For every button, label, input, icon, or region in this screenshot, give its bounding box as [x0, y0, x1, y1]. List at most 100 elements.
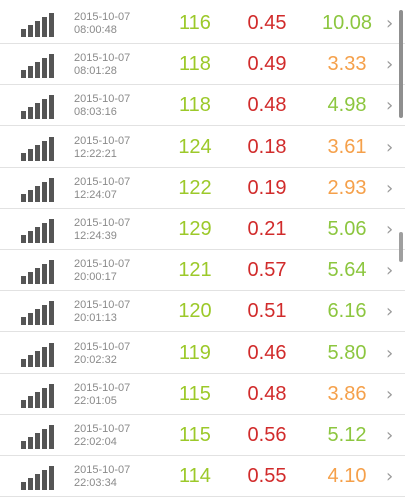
value-tertiary: 3.61	[327, 135, 367, 158]
value-tertiary: 6.16	[327, 300, 367, 323]
timestamp: 2015-10-07 12:22:21	[74, 135, 130, 161]
timestamp-date: 2015-10-07	[74, 340, 131, 353]
list-item[interactable]: 2015-10-07 22:01:05 115 0.48 3.86 ›	[0, 373, 405, 415]
list-item[interactable]: 2015-10-07 08:01:28 118 0.49 3.33 ›	[0, 44, 405, 86]
value-secondary: 0.21	[247, 218, 287, 240]
timestamp-date: 2015-10-07	[74, 423, 131, 435]
list-item[interactable]: 2015-10-07 08:03:16 118 0.48 4.98 ›	[0, 85, 405, 127]
timestamp-date: 2015-10-07	[74, 381, 131, 394]
timestamp: 2015-10-07 08:03:16	[74, 93, 130, 119]
value-tertiary: 5.06	[327, 218, 367, 240]
value-secondary: 0.48	[247, 382, 287, 405]
signal-bars-icon	[21, 54, 54, 79]
value-secondary: 0.49	[247, 53, 287, 76]
chevron-right-icon[interactable]: ›	[386, 54, 394, 76]
timestamp: 2015-10-07 12:24:07	[74, 176, 130, 202]
chevron-right-icon[interactable]: ›	[386, 177, 394, 199]
value-tertiary: 5.80	[327, 341, 367, 364]
list-item[interactable]: 2015-10-07 22:03:34 114 0.55 4.10 ›	[0, 456, 405, 498]
value-secondary: 0.51	[247, 300, 287, 323]
timestamp-time: 20:00:17	[74, 271, 117, 284]
value-primary: 122	[178, 176, 212, 199]
list-item[interactable]: 2015-10-07 08:00:48 116 0.45 10.08 ›	[0, 3, 405, 44]
timestamp-date: 2015-10-07	[74, 299, 131, 312]
timestamp-date: 2015-10-07	[74, 217, 131, 229]
timestamp-time: 08:01:28	[74, 65, 117, 78]
timestamp: 2015-10-07 20:01:13	[74, 299, 130, 325]
timestamp-time: 08:03:16	[74, 106, 117, 119]
value-tertiary: 4.10	[327, 465, 367, 488]
value-primary: 114	[179, 465, 211, 488]
signal-bars-icon	[21, 13, 54, 37]
value-tertiary: 2.93	[327, 176, 367, 199]
value-tertiary: 4.98	[327, 94, 367, 117]
chevron-right-icon[interactable]: ›	[386, 95, 394, 117]
value-secondary: 0.19	[247, 176, 287, 199]
chevron-right-icon[interactable]: ›	[386, 342, 394, 364]
value-secondary: 0.18	[247, 135, 287, 158]
chevron-right-icon[interactable]: ›	[386, 260, 394, 282]
timestamp-time: 20:01:13	[74, 312, 117, 325]
timestamp-time: 12:22:21	[74, 147, 117, 160]
value-primary: 120	[178, 300, 212, 323]
value-tertiary: 5.64	[327, 259, 367, 282]
chevron-right-icon[interactable]: ›	[386, 219, 394, 240]
chevron-right-icon[interactable]: ›	[386, 383, 394, 405]
list-item[interactable]: 2015-10-07 22:02:04 115 0.56 5.12 ›	[0, 415, 405, 456]
timestamp-time: 12:24:07	[74, 188, 117, 201]
timestamp-date: 2015-10-07	[74, 464, 131, 477]
list-item[interactable]: 2015-10-07 20:01:13 120 0.51 6.16 ›	[0, 291, 405, 333]
signal-bars-icon	[21, 466, 54, 491]
signal-bars-icon	[21, 177, 54, 202]
list-item[interactable]: 2015-10-07 12:22:21 124 0.18 3.61 ›	[0, 126, 405, 168]
list-item[interactable]: 2015-10-07 20:02:32 119 0.46 5.80 ›	[0, 332, 405, 374]
scrollbar[interactable]	[399, 10, 403, 118]
chevron-right-icon[interactable]: ›	[386, 425, 394, 446]
signal-bars-icon	[21, 342, 54, 367]
chevron-right-icon[interactable]: ›	[386, 136, 394, 158]
timestamp-date: 2015-10-07	[74, 11, 131, 23]
timestamp: 2015-10-07 20:00:17	[74, 258, 130, 284]
value-primary: 116	[179, 12, 211, 34]
signal-bars-icon	[21, 219, 54, 243]
signal-bars-icon	[21, 260, 54, 285]
timestamp: 2015-10-07 08:01:28	[74, 52, 130, 78]
value-primary: 119	[179, 341, 211, 364]
timestamp-time: 22:03:34	[74, 477, 117, 490]
chevron-right-icon[interactable]: ›	[386, 466, 394, 488]
timestamp: 2015-10-07 20:02:32	[74, 341, 130, 367]
value-secondary: 0.57	[247, 259, 287, 282]
value-secondary: 0.56	[247, 424, 287, 446]
timestamp-date: 2015-10-07	[74, 134, 131, 147]
timestamp-time: 22:01:05	[74, 394, 117, 407]
signal-bars-icon	[21, 301, 54, 326]
value-tertiary: 10.08	[321, 12, 373, 34]
timestamp-time: 20:02:32	[74, 353, 117, 366]
timestamp-date: 2015-10-07	[74, 52, 131, 65]
timestamp-time: 22:02:04	[74, 436, 117, 448]
chevron-right-icon[interactable]: ›	[386, 13, 394, 34]
signal-bars-icon	[21, 425, 54, 449]
value-secondary: 0.55	[247, 465, 287, 488]
timestamp-time: 12:24:39	[74, 230, 117, 242]
signal-bars-icon	[21, 383, 54, 408]
timestamp: 2015-10-07 22:02:04	[74, 423, 130, 449]
timestamp: 2015-10-07 08:00:48	[74, 11, 130, 37]
value-primary: 129	[178, 218, 212, 240]
list-item[interactable]: 2015-10-07 20:00:17 121 0.57 5.64 ›	[0, 250, 405, 292]
signal-bars-icon	[21, 95, 54, 120]
timestamp-time: 08:00:48	[74, 24, 117, 36]
value-secondary: 0.48	[247, 94, 287, 117]
value-tertiary: 5.12	[327, 424, 367, 446]
timestamp-date: 2015-10-07	[74, 93, 131, 106]
list-item[interactable]: 2015-10-07 12:24:39 129 0.21 5.06 ›	[0, 209, 405, 250]
timestamp: 2015-10-07 12:24:39	[74, 217, 130, 243]
scrollbar-secondary	[399, 232, 403, 262]
timestamp-date: 2015-10-07	[74, 175, 131, 188]
value-primary: 115	[179, 382, 211, 405]
value-primary: 118	[179, 53, 211, 76]
list-item[interactable]: 2015-10-07 12:24:07 122 0.19 2.93 ›	[0, 167, 405, 209]
value-primary: 121	[178, 259, 212, 282]
chevron-right-icon[interactable]: ›	[386, 301, 394, 323]
